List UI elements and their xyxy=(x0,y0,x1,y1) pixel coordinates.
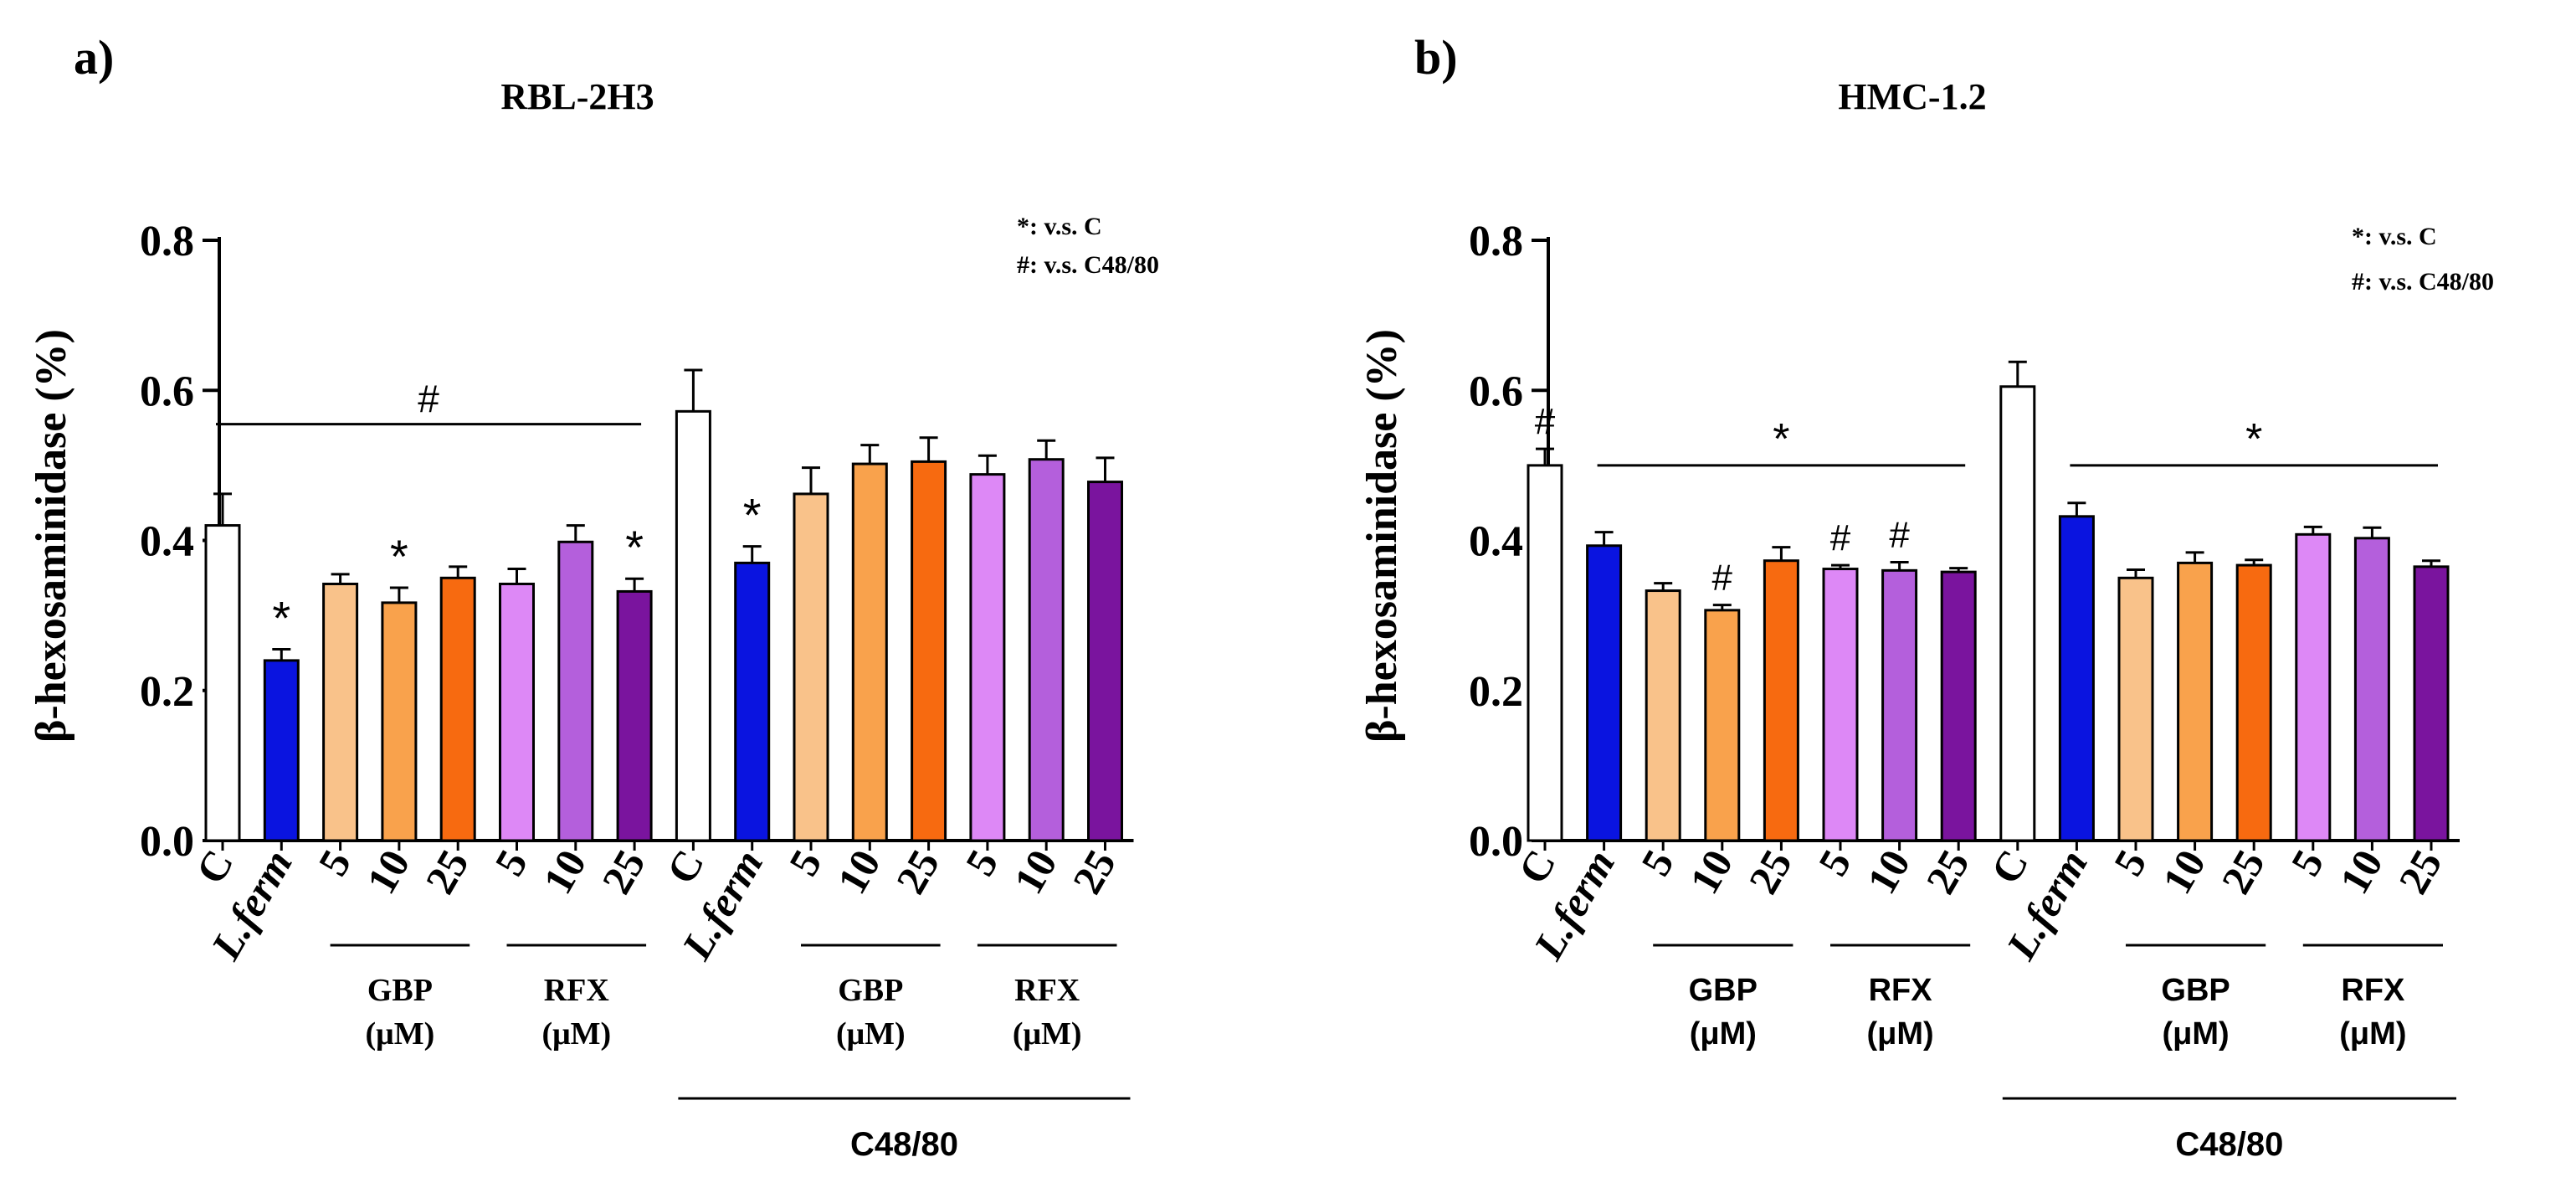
bar xyxy=(2177,561,2214,842)
significance-marker: # xyxy=(1889,514,1910,555)
chart-title: RBL-2H3 xyxy=(500,76,654,117)
bar xyxy=(2295,532,2332,842)
significance-span-label: * xyxy=(2245,415,2262,464)
y-tick-label: 0.8 xyxy=(1469,218,1523,265)
y-tick-label: 0.6 xyxy=(1469,368,1523,415)
bar xyxy=(1763,559,1799,842)
bar xyxy=(499,582,535,842)
significance-marker: * xyxy=(390,530,408,583)
bar xyxy=(439,576,476,842)
chart-title: HMC-1.2 xyxy=(1838,76,1986,117)
y-tick-label: 0.8 xyxy=(140,218,194,265)
legend-star: *: v.s. C xyxy=(1017,213,1102,240)
bar xyxy=(1087,481,1123,842)
panel-b: b) HMC-1.2 *: v.s. C #: v.s. C48/80 β-he… xyxy=(1358,30,2494,1163)
group-label: GBP xyxy=(1689,973,1758,1008)
significance-marker: * xyxy=(743,489,762,542)
group-label: (μM) xyxy=(1866,1016,1933,1052)
bar xyxy=(381,601,418,842)
significance-span-label: # xyxy=(418,378,439,421)
group-label: GBP xyxy=(838,973,903,1008)
legend-hash: #: v.s. C48/80 xyxy=(1017,251,1159,279)
group-label: RFX xyxy=(544,973,609,1008)
bar xyxy=(911,460,947,842)
bar xyxy=(675,409,711,842)
significance-marker: # xyxy=(1535,401,1556,442)
group-label: (μM) xyxy=(1013,1016,1082,1052)
significance-marker: * xyxy=(625,521,644,573)
bar xyxy=(1028,458,1065,842)
significance-marker: # xyxy=(1712,558,1733,599)
y-tick-label: 0.2 xyxy=(140,668,194,716)
bar xyxy=(1999,385,2036,842)
panel-label: a) xyxy=(74,30,114,85)
bar xyxy=(204,524,241,842)
bar xyxy=(1881,568,1918,842)
group-label: (μM) xyxy=(541,1016,611,1052)
y-tick-label: 0.4 xyxy=(140,518,194,566)
group-label: GBP xyxy=(367,973,433,1008)
y-tick-label: 0.4 xyxy=(1469,518,1523,566)
bar xyxy=(557,540,594,842)
y-axis-label: β-hexosaminidase (%) xyxy=(1358,329,1406,743)
bar xyxy=(969,473,1006,842)
group-label: (μM) xyxy=(2339,1016,2406,1052)
bar xyxy=(1586,544,1623,842)
bar xyxy=(793,492,829,842)
bar xyxy=(1645,589,1681,842)
bar xyxy=(263,659,300,842)
significance-marker: # xyxy=(1830,517,1851,558)
bar xyxy=(1527,464,1563,842)
significance-marker: * xyxy=(272,591,290,644)
group-label: (μM) xyxy=(366,1016,435,1052)
group-label: GBP xyxy=(2161,973,2230,1008)
bar xyxy=(734,561,771,842)
y-tick-label: 0.0 xyxy=(1469,818,1523,866)
panel-label: b) xyxy=(1414,30,1458,85)
y-tick-label: 0.6 xyxy=(140,368,194,415)
group-label: (μM) xyxy=(2162,1016,2229,1052)
bar xyxy=(2353,537,2390,842)
significance-span-label: * xyxy=(1773,415,1789,464)
group-label: (μM) xyxy=(1690,1016,1757,1052)
group-label: RFX xyxy=(2341,973,2405,1008)
legend-star: *: v.s. C xyxy=(2352,223,2437,250)
bar xyxy=(1704,609,1741,842)
bar xyxy=(616,589,653,842)
bar xyxy=(2235,563,2272,842)
y-tick-label: 0.0 xyxy=(140,818,194,866)
y-tick-label: 0.2 xyxy=(1469,668,1523,716)
group-label: (μM) xyxy=(836,1016,906,1052)
y-axis-label: β-hexosaminidase (%) xyxy=(28,329,75,743)
treatment-label: C48/80 xyxy=(850,1126,958,1163)
bar xyxy=(1822,568,1859,842)
bar xyxy=(2058,515,2095,842)
bar xyxy=(851,462,888,842)
legend-hash: #: v.s. C48/80 xyxy=(2352,268,2494,296)
bar xyxy=(322,582,359,842)
group-label: RFX xyxy=(1014,973,1080,1008)
bar xyxy=(2117,576,2154,842)
treatment-label: C48/80 xyxy=(2175,1126,2283,1163)
group-label: RFX xyxy=(1869,973,1933,1008)
bar xyxy=(1940,570,1977,842)
bar xyxy=(2413,565,2450,842)
